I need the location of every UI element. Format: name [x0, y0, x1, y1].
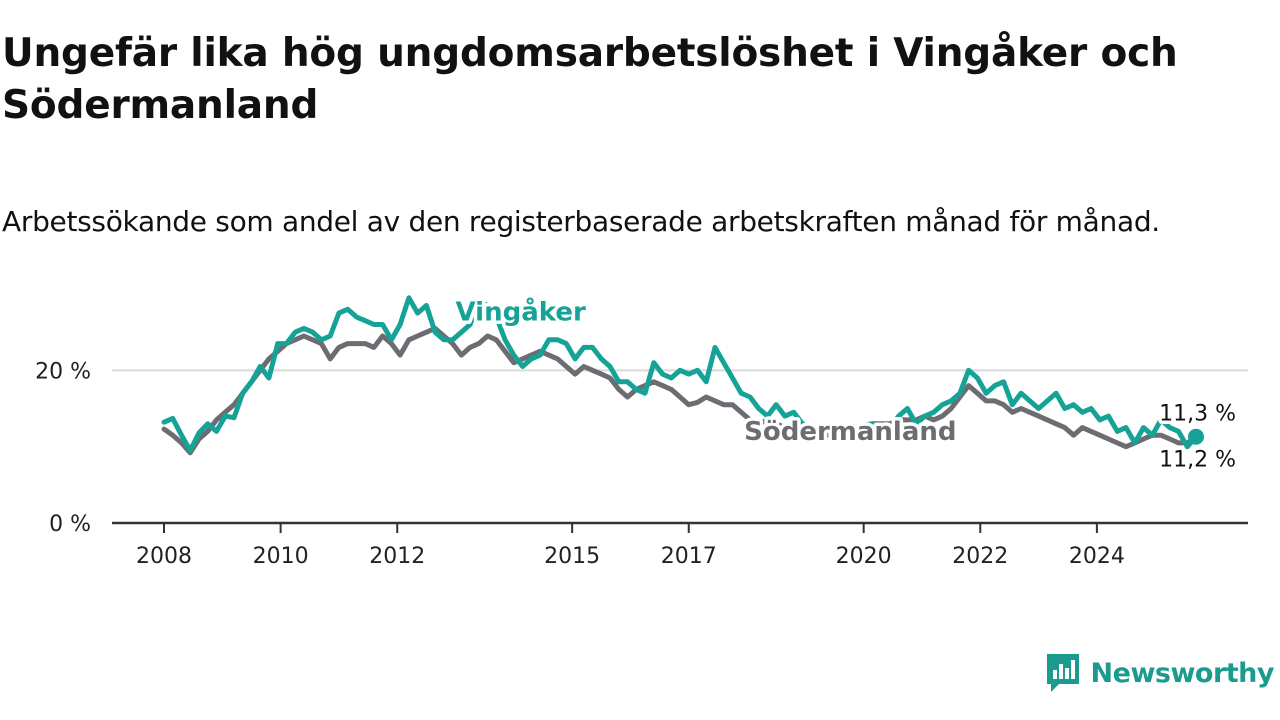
x-tick-label: 2008	[136, 544, 192, 569]
x-tick-label: 2015	[544, 544, 600, 569]
x-tick-label: 2022	[952, 544, 1008, 569]
line-chart: 0 % 20 % 2008 2010 2012 2015 2017 2020 2022 2024…	[35, 292, 1248, 569]
series-labels: Vingåker Södermanland 11,3 % 11,2 %	[452, 292, 1239, 476]
x-tick-label: 2017	[661, 544, 717, 569]
end-value-sodermanland: 11,2 %	[1159, 448, 1236, 473]
series-line-sodermanland	[161, 325, 1199, 456]
series-line-vingaker	[161, 295, 1199, 453]
y-tick-label: 20 %	[35, 359, 91, 384]
series-label-vingaker: Vingåker	[456, 296, 586, 328]
y-axis-ticks: 0 % 20 %	[35, 359, 91, 537]
x-tick-label: 2020	[836, 544, 892, 569]
series-lines	[161, 295, 1204, 456]
y-tick-label: 0 %	[49, 512, 91, 537]
brand-name: Newsworthy	[1090, 657, 1275, 689]
x-tick-label: 2010	[253, 544, 309, 569]
chart-subtitle: Arbetssökande som andel av den registerb…	[2, 205, 1160, 238]
chart-title: Ungefär lika hög ungdomsarbetslöshet i V…	[2, 31, 1178, 128]
newsworthy-icon	[1046, 654, 1079, 692]
end-point-marker	[1188, 428, 1204, 445]
x-tick-label: 2024	[1069, 544, 1125, 569]
series-label-sodermanland: Södermanland	[744, 417, 956, 447]
x-axis-ticks: 2008 2010 2012 2015 2017 2020 2022 2024	[136, 523, 1125, 569]
brand-logo: Newsworthy	[1045, 652, 1275, 694]
end-value-vingaker: 11,3 %	[1159, 402, 1236, 427]
x-tick-label: 2012	[369, 544, 425, 569]
